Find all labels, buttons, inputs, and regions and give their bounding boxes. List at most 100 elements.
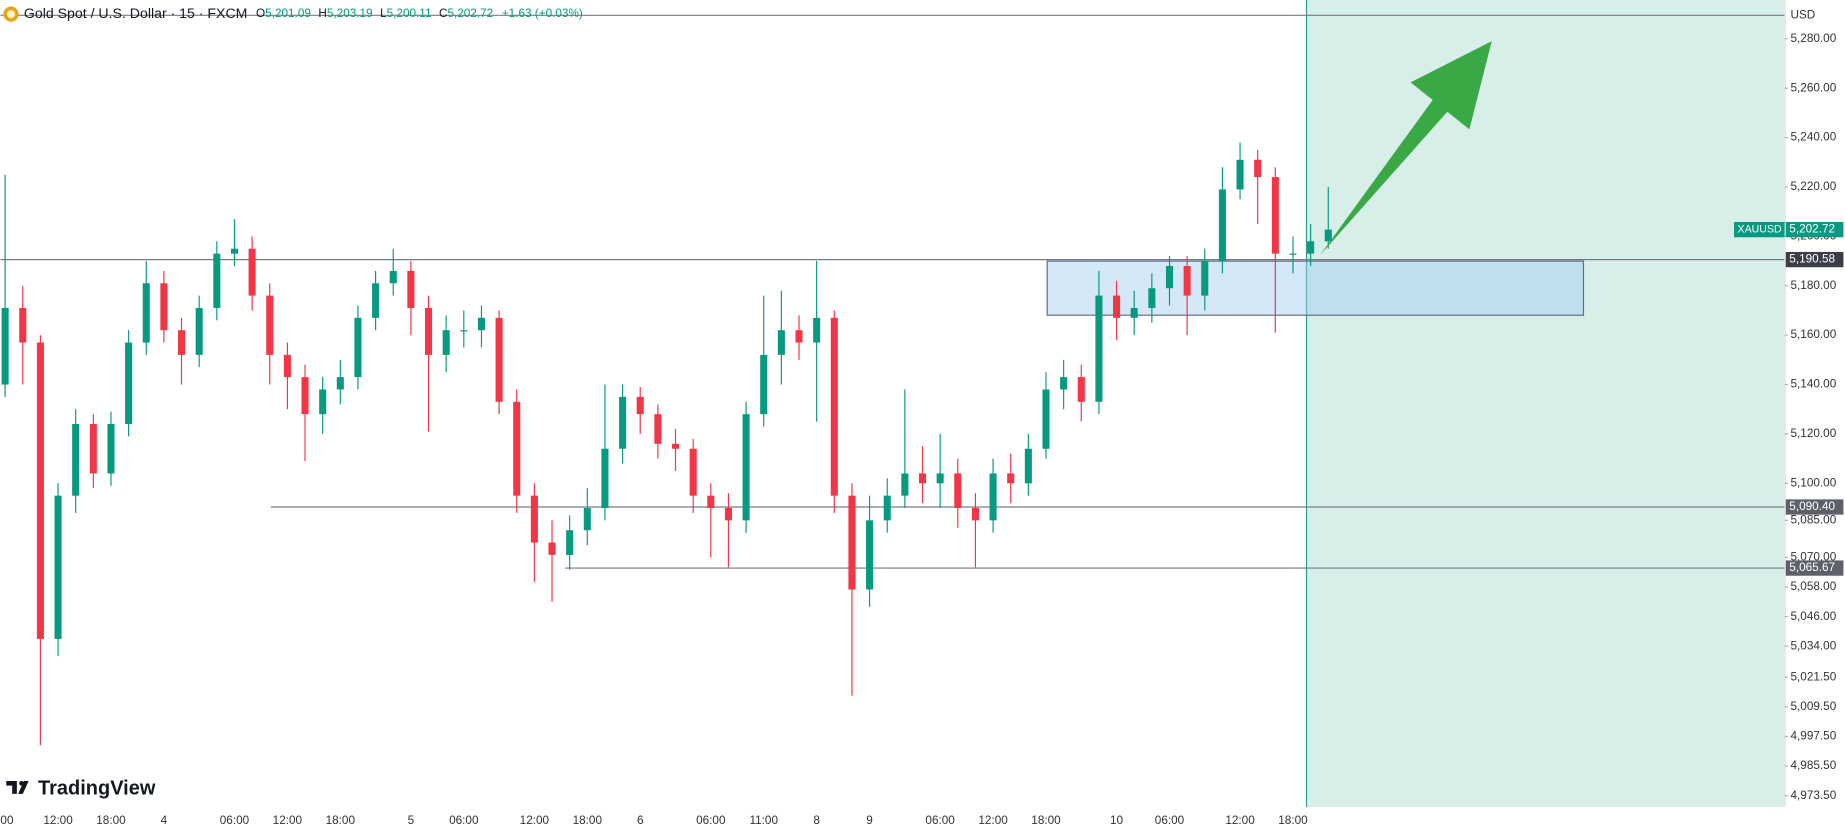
candle-body bbox=[1271, 177, 1279, 254]
x-tick-label: 00 bbox=[0, 814, 14, 827]
y-tick-label: 5,220.00 bbox=[1790, 180, 1836, 193]
candle-body bbox=[760, 354, 768, 415]
x-tick-label: 06:00 bbox=[449, 814, 479, 827]
candle-body bbox=[1, 307, 9, 385]
candle-body bbox=[1130, 307, 1138, 318]
candle-body bbox=[1007, 473, 1015, 484]
x-tick-label: 18:00 bbox=[96, 814, 126, 827]
logo: TradingView bbox=[6, 777, 156, 799]
candle-body bbox=[195, 307, 203, 355]
candle-body bbox=[724, 508, 732, 521]
level-label: 5,065.67 bbox=[1789, 561, 1835, 574]
candle-body bbox=[848, 495, 856, 590]
candle-body bbox=[1289, 253, 1297, 255]
y-tick-label: 5,058.00 bbox=[1790, 580, 1836, 593]
last-price-symbol-box bbox=[1734, 221, 1785, 238]
candle-body bbox=[1307, 241, 1315, 254]
candle-body bbox=[283, 354, 291, 378]
x-tick-label: 18:00 bbox=[326, 814, 356, 827]
y-tick-label: 5,260.00 bbox=[1790, 81, 1836, 94]
candle-body bbox=[1236, 159, 1244, 190]
y-tick-label: 5,070.00 bbox=[1790, 551, 1836, 564]
candle-body bbox=[742, 414, 750, 521]
candle-body bbox=[566, 530, 574, 555]
y-tick-label: 4,973.50 bbox=[1790, 789, 1836, 802]
header: Gold Spot / U.S. Dollar · 15 · FXCM O 5,2… bbox=[3, 5, 583, 22]
level-label-box bbox=[1785, 251, 1844, 268]
demand-zone bbox=[1046, 260, 1585, 316]
candle-body bbox=[495, 317, 503, 402]
level-label: 5,090.40 bbox=[1789, 500, 1835, 513]
candle-body bbox=[301, 377, 309, 415]
logo-text: TradingView bbox=[38, 777, 156, 799]
candle-body bbox=[530, 495, 538, 543]
x-tick-label: 12:00 bbox=[520, 814, 550, 827]
candle-body bbox=[389, 270, 397, 284]
candle-body bbox=[89, 424, 97, 474]
candle-body bbox=[654, 414, 662, 444]
candle-body bbox=[142, 283, 150, 343]
y-tick-label: 5,100.00 bbox=[1790, 476, 1836, 489]
candle-body bbox=[1042, 389, 1050, 449]
candle-body bbox=[583, 508, 591, 531]
x-tick-label: 12:00 bbox=[273, 814, 303, 827]
x-tick-label: 10 bbox=[1110, 814, 1124, 827]
y-tick-label: 5,021.50 bbox=[1790, 670, 1836, 683]
ohlc-key: C bbox=[439, 7, 448, 20]
x-tick-label: 4 bbox=[161, 814, 168, 827]
candle-body bbox=[619, 396, 627, 449]
candle-body bbox=[866, 520, 874, 590]
x-tick-label: 8 bbox=[813, 814, 820, 827]
candle-body bbox=[424, 307, 433, 355]
candle-body bbox=[19, 307, 27, 343]
candle-body bbox=[707, 495, 715, 509]
x-tick-label: 12:00 bbox=[43, 814, 73, 827]
header-text: Gold Spot / U.S. Dollar · 15 · FXCM O 5,2… bbox=[24, 5, 583, 21]
price-axis: 5,280.005,260.005,240.005,220.005,200.00… bbox=[1734, 32, 1844, 802]
x-tick-label: 9 bbox=[866, 814, 873, 827]
candle-body bbox=[1095, 295, 1103, 402]
ohlc-key: H bbox=[318, 7, 327, 20]
last-price-label: 5,202.72 bbox=[1789, 223, 1835, 236]
projection-area bbox=[1305, 0, 1785, 807]
level-label-box bbox=[1785, 560, 1844, 576]
ohlc-key: O bbox=[256, 7, 265, 20]
candle-body bbox=[213, 253, 221, 308]
candle-body bbox=[989, 473, 997, 521]
x-tick-label: 18:00 bbox=[1031, 814, 1061, 827]
candle-body bbox=[936, 473, 944, 484]
candle-body bbox=[107, 424, 115, 474]
y-tick-label: 5,009.50 bbox=[1790, 700, 1836, 713]
candle-body bbox=[178, 330, 186, 355]
candle-body bbox=[372, 283, 380, 318]
y-tick-label: 5,046.00 bbox=[1790, 610, 1836, 623]
candle-body bbox=[72, 424, 80, 496]
x-tick-label: 18:00 bbox=[573, 814, 603, 827]
x-tick-label: 6 bbox=[637, 814, 644, 827]
candle-body bbox=[248, 248, 256, 296]
candle-body bbox=[830, 317, 838, 496]
candle-body bbox=[671, 443, 680, 449]
y-tick-label: 4,997.50 bbox=[1790, 730, 1836, 743]
candle-body bbox=[477, 317, 485, 331]
last-price-box bbox=[1785, 221, 1844, 238]
candle-body bbox=[160, 283, 168, 331]
change: +1.63 (+0.03%) bbox=[502, 7, 583, 20]
symbol-icon-inner bbox=[6, 9, 16, 19]
ohlc-value: 5,200.11 bbox=[387, 7, 432, 20]
x-tick-label: 11:00 bbox=[749, 814, 778, 827]
x-tick-label: 06:00 bbox=[696, 814, 726, 827]
y-tick-label: 5,160.00 bbox=[1790, 328, 1836, 341]
x-tick-label: 06:00 bbox=[925, 814, 955, 827]
ohlc-value: 5,203.19 bbox=[327, 7, 373, 20]
y-tick-label: 5,120.00 bbox=[1790, 427, 1836, 440]
y-tick-label: 5,180.00 bbox=[1790, 279, 1836, 292]
x-tick-label: 06:00 bbox=[220, 814, 250, 827]
candle-body bbox=[460, 330, 468, 332]
level-label: 5,190.58 bbox=[1789, 253, 1835, 266]
title: Gold Spot / U.S. Dollar · 15 · FXCM bbox=[24, 5, 247, 21]
candle-body bbox=[813, 317, 821, 343]
candle-body bbox=[266, 295, 274, 355]
x-tick-label: 5 bbox=[408, 814, 415, 827]
